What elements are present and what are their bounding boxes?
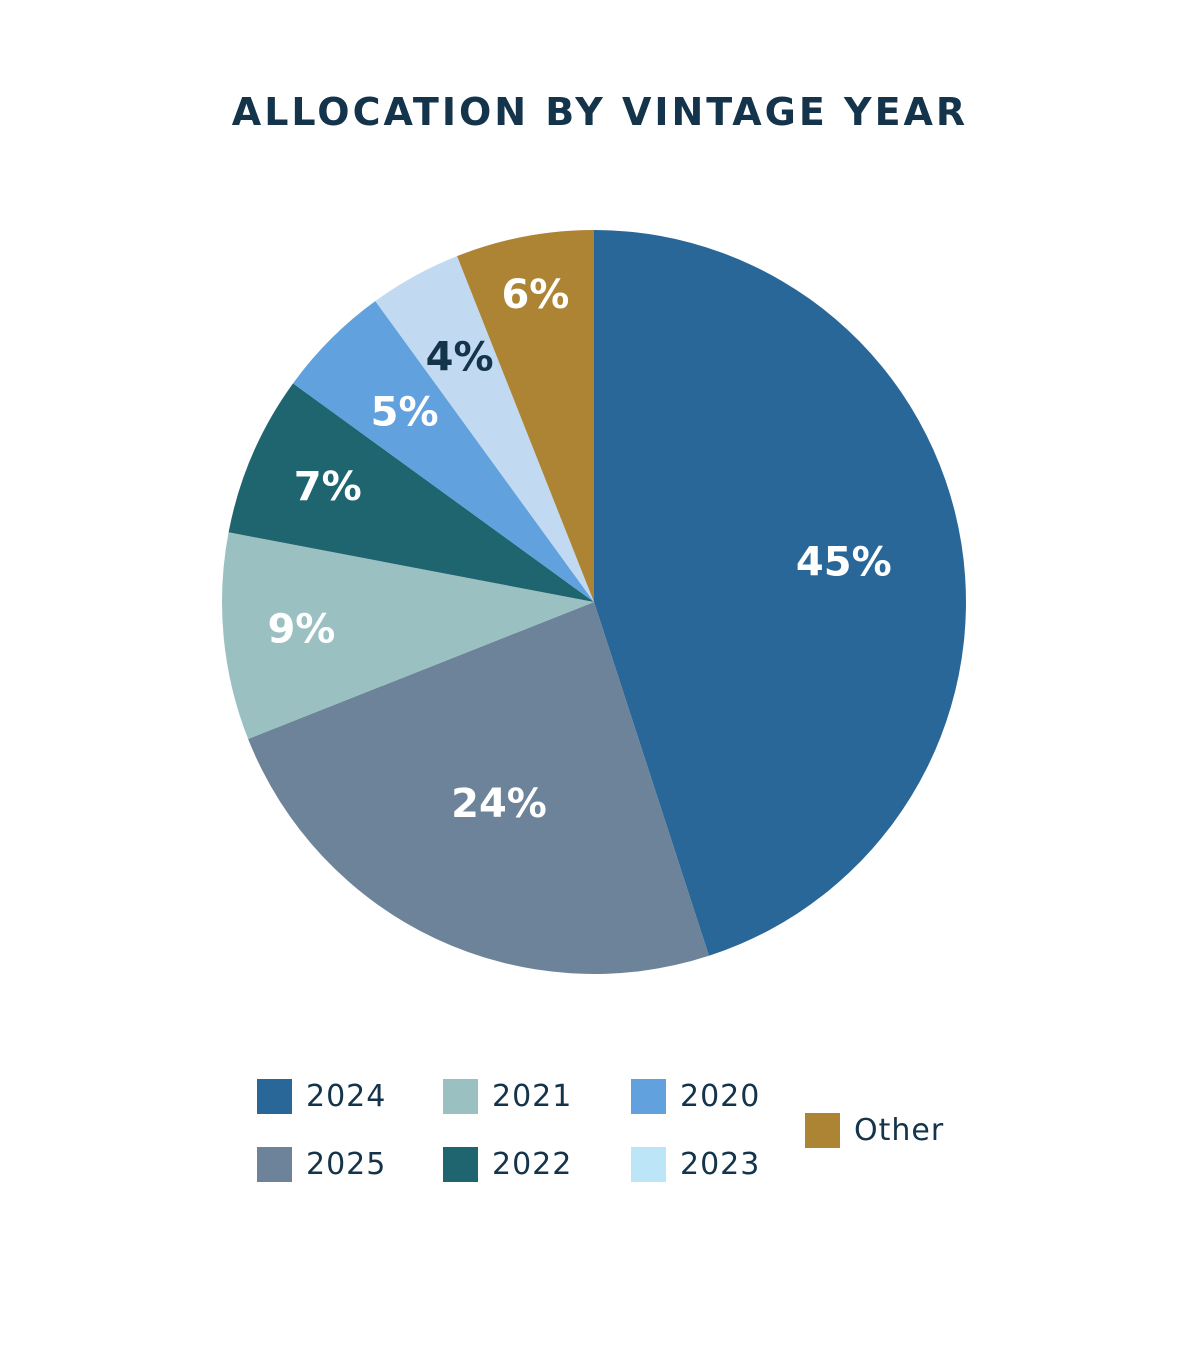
legend-item-other: Other bbox=[805, 1110, 944, 1150]
slice-label-2021: 9% bbox=[267, 607, 335, 653]
legend-swatch bbox=[443, 1146, 478, 1182]
pie-slice-2025 bbox=[248, 602, 709, 974]
legend-swatch bbox=[443, 1078, 478, 1114]
legend-label: 2020 bbox=[680, 1078, 761, 1114]
legend-swatch bbox=[631, 1078, 666, 1114]
legend-item-2022: 2022 bbox=[443, 1144, 572, 1184]
legend-swatch bbox=[631, 1146, 666, 1182]
pie-slice-2024 bbox=[594, 230, 966, 956]
legend-item-2025: 2025 bbox=[257, 1144, 386, 1184]
slice-label-2022: 7% bbox=[294, 464, 362, 510]
chart-title: ALLOCATION BY VINTAGE YEAR bbox=[231, 90, 969, 134]
pie-slice-2022 bbox=[228, 383, 594, 602]
pie-slice-other bbox=[457, 230, 594, 602]
slice-label-2023: 4% bbox=[426, 335, 494, 381]
legend-item-2023: 2023 bbox=[631, 1144, 760, 1184]
legend-label: Other bbox=[854, 1112, 945, 1148]
slice-label-2024: 45% bbox=[796, 539, 892, 585]
slice-label-other: 6% bbox=[501, 272, 569, 318]
legend-label: 2024 bbox=[306, 1078, 387, 1114]
legend-item-2021: 2021 bbox=[443, 1076, 572, 1116]
legend-swatch bbox=[257, 1078, 292, 1114]
legend-swatch bbox=[257, 1146, 292, 1182]
pie-slice-2020 bbox=[293, 301, 594, 602]
legend-label: 2022 bbox=[492, 1146, 573, 1182]
legend-label: 2023 bbox=[680, 1146, 761, 1182]
legend-label: 2025 bbox=[306, 1146, 387, 1182]
pie-slice-2023 bbox=[375, 256, 594, 602]
legend-item-2020: 2020 bbox=[631, 1076, 760, 1116]
legend-swatch bbox=[805, 1112, 840, 1148]
slice-label-2020: 5% bbox=[371, 390, 439, 436]
legend-item-2024: 2024 bbox=[257, 1076, 386, 1116]
slice-label-2025: 24% bbox=[451, 781, 547, 827]
pie-slice-2021 bbox=[221, 532, 595, 739]
legend-label: 2021 bbox=[492, 1078, 573, 1114]
